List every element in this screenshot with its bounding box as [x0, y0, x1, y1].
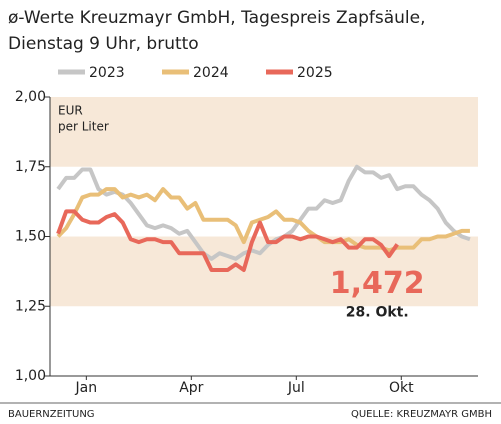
series-line: [56, 209, 399, 272]
x-tick-label: Okt: [389, 380, 414, 396]
x-tick-label: Jul: [287, 380, 305, 396]
y-axis-label: per Liter: [58, 120, 109, 134]
chart-title: Dienstag 9 Uhr, brutto: [8, 34, 199, 54]
footer-right: QUELLE: KREUZMAYR GMBH: [351, 409, 492, 420]
y-tick-label: 1,25: [15, 298, 46, 314]
series-line: [56, 187, 470, 253]
x-tick-label: Jan: [75, 380, 98, 396]
y-tick-label: 1,00: [15, 368, 46, 384]
legend-label: 2023: [89, 65, 125, 81]
y-tick-label: 1,75: [15, 159, 46, 175]
legend-label: 2024: [193, 65, 229, 81]
footer-left: BAUERNZEITUNG: [8, 409, 95, 420]
annotation-value: 1,472: [330, 266, 425, 301]
ylabel-box: [54, 101, 112, 135]
band: [50, 97, 478, 167]
series-line: [56, 164, 471, 261]
annotation-date: 28. Okt.: [346, 304, 409, 320]
x-tick-label: Apr: [179, 380, 203, 396]
y-axis-label: EUR: [58, 104, 83, 118]
y-tick-label: 2,00: [15, 89, 46, 105]
chart-title: ø-Werte Kreuzmayr GmbH, Tagespreis Zapfs…: [8, 8, 426, 28]
legend-label: 2025: [297, 65, 333, 81]
y-tick-label: 1,50: [15, 229, 46, 245]
